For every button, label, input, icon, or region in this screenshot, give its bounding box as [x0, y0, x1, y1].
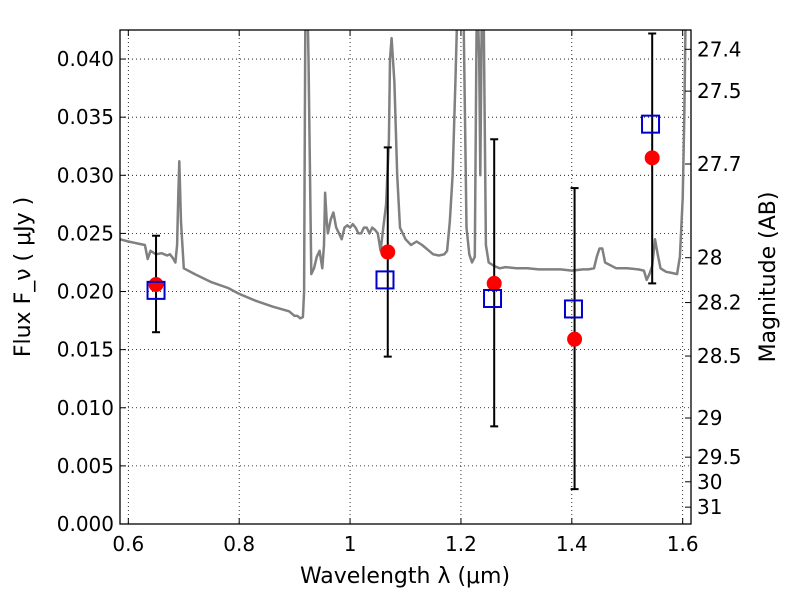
- y-tick-label: 0.020: [57, 280, 114, 304]
- right-tick-label: 28.2: [697, 291, 742, 315]
- observed-points-layer: [148, 150, 660, 347]
- y-tick-label: 0.035: [57, 105, 114, 129]
- right-tick-label: 29: [697, 406, 722, 430]
- x-tick-label: 0.6: [112, 532, 144, 556]
- model-photometry-square: [375, 270, 395, 290]
- observed-flux-point: [567, 331, 583, 347]
- observed-flux-point: [380, 244, 396, 260]
- x-tick-label: 0.8: [223, 532, 255, 556]
- y-tick-label: 0.000: [57, 512, 114, 536]
- right-tick-label: 30: [697, 470, 722, 494]
- right-tick-label: 28.5: [697, 344, 742, 368]
- y-tick-label: 0.030: [57, 163, 114, 187]
- observed-flux-point: [486, 275, 502, 291]
- right-tick-label: 27.4: [697, 37, 742, 61]
- observed-flux-point: [644, 150, 660, 166]
- x-tick-label: 1.2: [445, 532, 477, 556]
- model-photometry-square: [641, 114, 661, 134]
- model-photometry-square: [483, 289, 503, 309]
- y-axis-ticks: 0.000 0.005 0.010 0.015 0.020 0.025 0.030 0.035…: [57, 47, 126, 536]
- model-photometry-square: [146, 280, 166, 300]
- y-tick-label: 0.025: [57, 221, 114, 245]
- right-tick-label: 28: [697, 246, 722, 270]
- y-tick-label: 0.005: [57, 454, 114, 478]
- y-tick-label: 0.010: [57, 396, 114, 420]
- x-tick-label: 1.4: [556, 532, 588, 556]
- model-spectrum-line: [120, 30, 687, 320]
- model-photometry-layer: [146, 114, 661, 319]
- x-axis-ticks: 0.6 0.8 1 1.2 1.4 1.6: [112, 30, 699, 556]
- plot-area-background: [120, 30, 691, 524]
- model-spectrum-layer: [120, 30, 687, 320]
- y-tick-label: 0.040: [57, 47, 114, 71]
- right-axis-label: Magnitude (AB): [756, 192, 781, 363]
- y-tick-label: 0.015: [57, 338, 114, 362]
- right-tick-label: 27.5: [697, 79, 742, 103]
- right-tick-label: 29.5: [697, 445, 742, 469]
- observed-flux-point: [148, 277, 164, 293]
- plot-frame: [119, 29, 692, 525]
- right-tick-label: 31: [697, 495, 722, 519]
- x-tick-label: 1: [344, 532, 357, 556]
- right-tick-label: 27.7: [697, 152, 742, 176]
- x-tick-label: 1.6: [667, 532, 699, 556]
- x-axis-label: Wavelength λ (μm): [300, 564, 510, 589]
- model-photometry-square: [563, 299, 583, 319]
- y-axis-label: Flux F_ν ( μJy ): [11, 197, 36, 357]
